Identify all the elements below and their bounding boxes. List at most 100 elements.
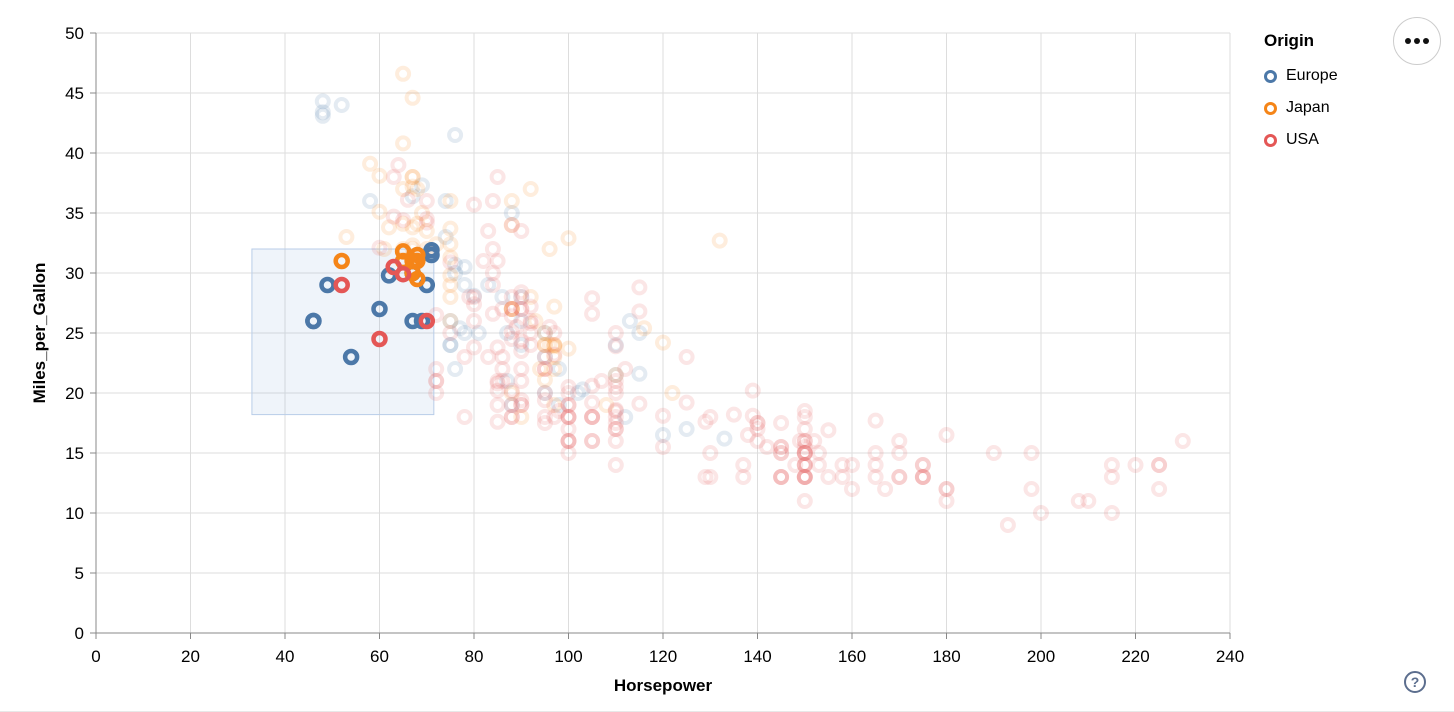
data-point [749, 415, 766, 431]
data-point [503, 397, 520, 413]
data-point [513, 337, 530, 353]
data-point [546, 397, 563, 413]
data-point [655, 439, 671, 455]
data-point [362, 193, 379, 209]
data-point [395, 215, 412, 232]
data-point [466, 313, 482, 329]
data-point [362, 155, 379, 172]
data-point [536, 415, 553, 431]
data-point [522, 337, 539, 353]
data-point [466, 287, 482, 304]
data-point [447, 256, 464, 273]
data-point [749, 415, 766, 431]
brush-selection[interactable] [251, 248, 435, 416]
data-point [702, 409, 719, 425]
data-point [404, 169, 421, 185]
data-point [513, 392, 530, 409]
data-point [503, 382, 520, 399]
data-point [773, 439, 790, 455]
data-point [394, 243, 412, 260]
data-point [409, 215, 426, 232]
data-point [773, 469, 790, 485]
data-point [522, 289, 539, 305]
data-point [418, 193, 435, 209]
data-point [541, 241, 558, 257]
data-point [484, 265, 501, 281]
data-point [522, 315, 539, 332]
data-point [503, 409, 520, 425]
data-point [631, 395, 648, 412]
data-point [999, 517, 1016, 533]
chart-actions-menu-button[interactable] [1393, 17, 1441, 65]
data-point [513, 301, 530, 317]
data-point [536, 361, 553, 377]
data-point [470, 325, 487, 341]
data-point [536, 349, 553, 365]
help-icon[interactable]: ? [1404, 671, 1426, 693]
data-point [844, 457, 860, 473]
x-axis-title: Horsepower [613, 676, 713, 695]
x-tick-label: 180 [932, 647, 960, 666]
data-point [796, 433, 813, 449]
y-tick-label: 20 [65, 384, 84, 403]
data-point [394, 265, 412, 283]
data-point [371, 239, 388, 256]
data-point [522, 298, 539, 315]
data-point [607, 421, 624, 437]
data-point [796, 457, 813, 473]
data-point [551, 397, 567, 413]
data-point [560, 340, 577, 357]
data-point [536, 325, 553, 341]
data-point [494, 349, 511, 365]
data-point [456, 277, 473, 293]
data-point [773, 439, 790, 455]
data-point [428, 373, 445, 389]
legend-item-europe: Europe [1264, 60, 1338, 92]
legend-symbol-usa [1264, 133, 1277, 147]
data-point [678, 421, 695, 437]
data-point [371, 203, 388, 220]
data-point [442, 236, 459, 253]
data-point [551, 403, 567, 419]
legend-label: USA [1286, 131, 1319, 148]
data-point [333, 97, 350, 113]
data-point [513, 361, 530, 377]
data-point [314, 107, 331, 124]
data-point [499, 325, 516, 341]
legend-label: Japan [1286, 99, 1330, 116]
data-point [773, 469, 790, 485]
data-point [749, 433, 766, 449]
data-point [536, 409, 553, 425]
data-point [560, 379, 577, 395]
data-point [796, 469, 813, 485]
data-point [938, 481, 955, 497]
data-point [404, 89, 421, 106]
data-point [560, 397, 577, 413]
data-point [1174, 433, 1191, 449]
data-point [607, 421, 624, 437]
data-point [914, 469, 931, 485]
data-point [546, 298, 563, 315]
data-point [395, 65, 412, 82]
data-point [442, 325, 459, 341]
data-point [806, 433, 823, 449]
data-point [503, 385, 520, 401]
x-tick-label: 20 [181, 647, 200, 666]
data-point [484, 193, 501, 209]
y-tick-label: 5 [75, 564, 84, 583]
data-point [607, 338, 624, 355]
data-point [796, 421, 813, 437]
data-point [442, 277, 459, 293]
data-point [716, 430, 733, 447]
data-point [1127, 457, 1144, 473]
data-point [607, 457, 624, 473]
data-point [503, 217, 520, 233]
data-point [418, 312, 436, 330]
data-point [796, 433, 813, 449]
data-point [503, 397, 520, 413]
data-point [508, 319, 525, 335]
data-point [442, 267, 459, 284]
data-point [867, 445, 884, 461]
data-point [560, 409, 577, 425]
